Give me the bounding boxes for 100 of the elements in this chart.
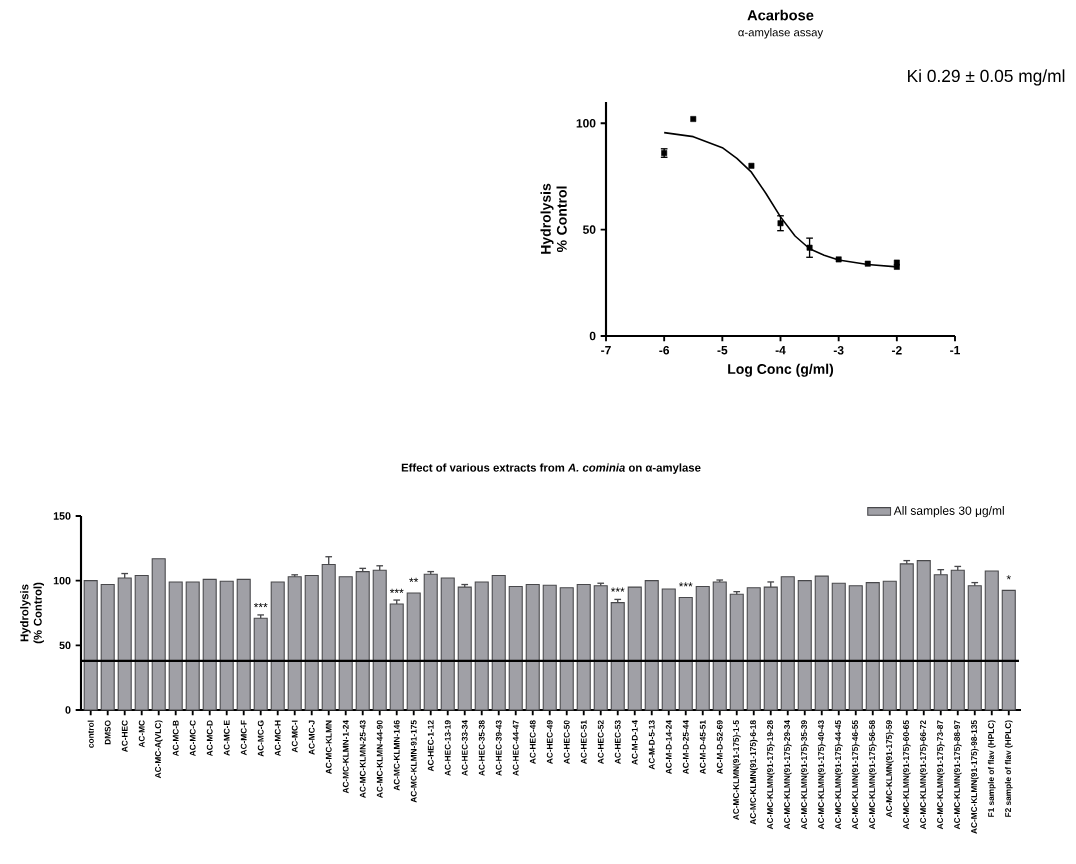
x-tick-label: AC-MC-KLMN(91-175)-60-65: [902, 720, 911, 830]
x-tick-label: -3: [833, 346, 844, 355]
bar: [746, 587, 761, 711]
chart-subtitle: α-amylase assay: [738, 28, 824, 39]
x-tick-label: AC-M-D-14-24: [665, 720, 672, 775]
x-tick-label: AC-MC-G: [257, 720, 264, 757]
y-axis-title: Hydrolysis (% Control): [20, 582, 44, 644]
x-tick-label: AC-MC-D: [206, 720, 213, 757]
x-tick-label: AC-MC-KLMN(91-175)-29-34: [783, 720, 792, 830]
bar: [542, 584, 557, 711]
x-tick-label: AC-MC-E: [223, 720, 230, 756]
bar: [270, 581, 285, 711]
bar: [236, 578, 251, 711]
bar: [627, 586, 642, 711]
x-tick-label: AC-MC-J: [308, 720, 315, 755]
x-tick-label: -4: [775, 346, 786, 355]
x-tick-label: AC-MC-F: [240, 720, 247, 756]
x-tick-label: AC-HEC-52: [597, 720, 604, 764]
x-tick-label: AC-MC-I: [291, 720, 298, 753]
x-tick-label: AC-MC-KLMN-25-43: [359, 720, 366, 798]
chart-title: Acarbose: [747, 9, 814, 21]
x-tick-label: AC-MC-KLMN(91-175)-88-97: [953, 720, 962, 830]
x-tick-label: AC-MC-KLMN(91-175)-98-135: [970, 720, 979, 834]
x-tick-label: -5: [717, 346, 728, 355]
legend-label: All samples 30 μg/ml: [893, 506, 1004, 518]
bar: [848, 585, 863, 711]
x-tick-label: -7: [601, 346, 611, 355]
bar: [219, 580, 234, 711]
annotation: ***: [678, 582, 693, 587]
point: [893, 263, 900, 270]
point: [806, 244, 813, 251]
x-tick-label: control: [87, 720, 94, 748]
bar: [678, 596, 693, 711]
annotation: ***: [389, 588, 404, 593]
x-tick-label: AC-MC-KLMN(91-175)-1-5: [732, 720, 741, 820]
x-tick-label: AC-MC-KLMN(91-175)-46-55: [851, 720, 860, 830]
bar: [967, 585, 982, 711]
bar: [304, 574, 319, 711]
bar: [576, 584, 591, 711]
x-tick-label: AC-HEC-49: [546, 720, 553, 764]
x-tick-label: AC-MC-KLMN(91-175)-73-87: [936, 720, 945, 830]
bar: [661, 588, 676, 711]
bar: [814, 575, 829, 711]
annotation: ***: [253, 602, 268, 608]
bar: [950, 569, 965, 711]
bar: [117, 577, 132, 711]
x-tick-label: AC-MC-H: [274, 720, 281, 757]
annotation: **: [409, 577, 419, 582]
bar: [882, 580, 897, 711]
bar: [355, 571, 370, 711]
bar: [831, 582, 846, 711]
bar: [389, 603, 404, 711]
x-axis-title: Log Conc (g/ml): [728, 363, 834, 377]
bar: [202, 578, 217, 711]
x-tick-label: AC-M-D-25-44: [682, 720, 689, 775]
x-tick-label: F1 sample of flav (HPLC): [987, 720, 996, 817]
bar: [644, 580, 659, 711]
bar: [168, 581, 183, 711]
y-tick-label: 100: [53, 576, 71, 585]
y-tick-label: 0: [589, 331, 596, 341]
bar: [780, 576, 795, 711]
x-tick-label: AC-MC-A(VLC): [154, 720, 163, 779]
bar: [423, 573, 438, 711]
bar: [729, 593, 744, 711]
x-tick-label: AC-M-D-52-69: [716, 720, 723, 775]
bar: [287, 576, 302, 711]
x-tick-label: AC-M-D-45-51: [699, 720, 706, 775]
chart-title: Effect of various extracts from A. cominia on α-amylase: [401, 463, 701, 474]
bar: [763, 586, 778, 711]
x-tick-label: AC-HEC-39-43: [495, 720, 502, 776]
x-tick-label: AC-HEC-1-12: [427, 720, 434, 772]
bar: [899, 563, 914, 711]
x-tick-label: AC-MC-KLMN(91-175)-56-58: [868, 720, 877, 830]
bar: [440, 577, 455, 711]
bar: [865, 582, 880, 711]
y-tick-label: 100: [576, 119, 596, 128]
x-tick-label: AC-MC-KLMN(91-175)-19-28: [766, 720, 775, 830]
x-tick-label: AC-MC-KLMN(91-175)-35-39: [800, 720, 809, 830]
y-tick-label: 50: [59, 641, 71, 650]
bar: [134, 574, 149, 711]
bar: [593, 585, 608, 711]
x-tick-label: AC-MC-KLMN(91-175)-59: [885, 720, 894, 818]
bar: [457, 586, 472, 711]
x-tick-label: AC-MC-KLMN-146: [393, 720, 400, 791]
bar: [916, 560, 931, 711]
point: [748, 162, 755, 169]
x-tick-label: -1: [950, 346, 960, 355]
x-tick-label: F2 sample of flav (HPLC): [1004, 720, 1013, 817]
annotation: ***: [610, 587, 625, 592]
bar: [83, 580, 98, 711]
bar: [151, 558, 166, 711]
x-tick-label: AC-MC-KLMN(91-175)-44-45: [834, 720, 843, 830]
annotation: *: [1006, 575, 1011, 580]
x-tick-label: AC-MC-KLMN(91-175)-40-43: [817, 720, 826, 830]
point: [690, 116, 697, 122]
bar: [474, 581, 489, 711]
x-tick-label: AC-HEC-44-47: [512, 720, 519, 776]
bar: [559, 587, 574, 711]
y-tick-label: 0: [65, 706, 71, 714]
bar: [253, 617, 268, 711]
